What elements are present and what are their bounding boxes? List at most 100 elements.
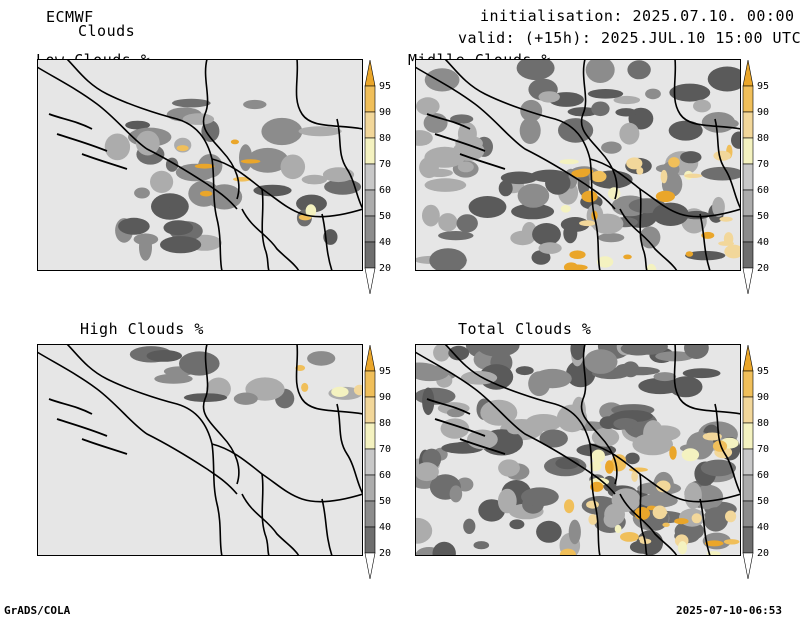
colorbar-label: 20 bbox=[379, 263, 391, 274]
cloud-area bbox=[438, 213, 458, 232]
colorbar-label: 90 bbox=[757, 392, 769, 403]
cloud-area bbox=[545, 171, 571, 195]
cloud-area-high bbox=[677, 541, 688, 555]
colorbar-swatch bbox=[742, 163, 754, 191]
map-border bbox=[321, 498, 333, 556]
cloud-area bbox=[301, 174, 328, 185]
cloud-area bbox=[712, 196, 725, 217]
cloud-area-high bbox=[702, 432, 722, 441]
cloud-area-high bbox=[295, 365, 306, 371]
cloud-area bbox=[498, 180, 513, 197]
cloud-area-high bbox=[691, 513, 702, 524]
cloud-area bbox=[536, 520, 562, 543]
colorbar-swatch bbox=[742, 370, 754, 398]
colorbar-label: 40 bbox=[379, 237, 391, 248]
colorbar-top-right: 20 40 50 60 70 80 90 95 bbox=[740, 55, 780, 295]
cloud-area bbox=[298, 126, 342, 137]
valid-time: valid: (+15h): 2025.JUL.10 15:00 UTC bbox=[458, 29, 800, 47]
colorbar-label: 80 bbox=[757, 133, 769, 144]
cloud-area bbox=[498, 459, 520, 477]
cloud-area bbox=[476, 344, 520, 357]
cloud-area bbox=[615, 363, 637, 374]
cloud-area-high bbox=[596, 256, 614, 268]
middle-clouds-map bbox=[415, 59, 741, 271]
map-border bbox=[261, 473, 270, 556]
cloud-area bbox=[515, 366, 534, 376]
colorbar-swatch bbox=[742, 396, 754, 424]
cloud-area bbox=[587, 89, 624, 99]
cloud-area bbox=[521, 487, 559, 507]
cloud-area bbox=[146, 350, 183, 362]
colorbar-bottom-arrow bbox=[364, 267, 376, 295]
cloud-area bbox=[247, 147, 289, 173]
cloud-area-high bbox=[579, 220, 596, 227]
cloud-area bbox=[615, 108, 637, 117]
cloud-area bbox=[510, 230, 535, 246]
cloud-area bbox=[415, 462, 439, 482]
map-border bbox=[202, 344, 240, 485]
cloud-area bbox=[682, 368, 721, 379]
colorbar-label: 20 bbox=[757, 263, 769, 274]
cloud-area bbox=[296, 194, 327, 213]
colorbar-swatch bbox=[364, 111, 376, 139]
cloud-area bbox=[568, 519, 581, 545]
model-label: ECMWF bbox=[46, 8, 94, 26]
colorbar-label: 95 bbox=[757, 366, 769, 377]
map-border bbox=[295, 59, 363, 130]
map-border bbox=[589, 443, 741, 503]
colorbar-top-left: 20 40 50 60 70 80 90 95 bbox=[362, 55, 402, 295]
colorbar-swatch bbox=[364, 189, 376, 217]
map-border bbox=[211, 158, 363, 218]
cloud-area-high bbox=[588, 514, 598, 525]
colorbar-swatch bbox=[364, 500, 376, 528]
map-border bbox=[619, 493, 678, 556]
cloud-area bbox=[172, 98, 211, 108]
cloud-area bbox=[457, 161, 474, 173]
cloud-area bbox=[701, 166, 741, 181]
cloud-area bbox=[599, 416, 618, 429]
cloud-area bbox=[639, 226, 661, 249]
colorbar-swatch bbox=[364, 241, 376, 269]
cloud-area bbox=[584, 349, 618, 374]
cloud-area bbox=[424, 178, 467, 192]
cloud-area bbox=[701, 112, 736, 133]
colorbar-top-arrow bbox=[364, 344, 376, 372]
map-border bbox=[714, 403, 741, 495]
cloud-area-high bbox=[576, 168, 594, 174]
cloud-area bbox=[500, 171, 538, 185]
cloud-area bbox=[424, 68, 460, 92]
cloud-area bbox=[448, 345, 470, 361]
cloud-area-high bbox=[563, 262, 579, 271]
map-border bbox=[673, 344, 741, 415]
cloud-area bbox=[243, 99, 267, 110]
cloud-area bbox=[233, 392, 258, 405]
cloud-area bbox=[450, 114, 474, 124]
cloud-area bbox=[506, 422, 524, 435]
cloud-area bbox=[591, 427, 620, 447]
cloud-area-high bbox=[331, 386, 349, 397]
map-border bbox=[426, 398, 506, 455]
colorbar-label: 95 bbox=[379, 81, 391, 92]
cloud-area bbox=[433, 344, 450, 362]
colorbar-label: 90 bbox=[379, 392, 391, 403]
cloud-area bbox=[519, 117, 541, 144]
cloud-area bbox=[422, 387, 435, 416]
cloud-area-high bbox=[636, 167, 644, 175]
cloud-area bbox=[520, 99, 543, 122]
cloud-area bbox=[135, 130, 160, 156]
low-clouds-map bbox=[37, 59, 363, 271]
colorbar-label: 60 bbox=[757, 470, 769, 481]
colorbar-label: 60 bbox=[379, 470, 391, 481]
colorbar-label: 20 bbox=[757, 548, 769, 559]
map-border bbox=[241, 493, 300, 556]
cloud-area bbox=[619, 122, 640, 145]
total-clouds-map bbox=[415, 344, 741, 556]
cloud-area bbox=[639, 493, 678, 508]
footer-timestamp: 2025-07-10-06:53 bbox=[676, 604, 782, 617]
colorbar-swatch bbox=[364, 137, 376, 165]
colorbar-swatch bbox=[742, 526, 754, 554]
cloud-area-high bbox=[608, 187, 621, 200]
colorbar-swatch bbox=[364, 370, 376, 398]
cloud-area-high bbox=[674, 518, 689, 525]
colorbar-swatch bbox=[364, 215, 376, 243]
